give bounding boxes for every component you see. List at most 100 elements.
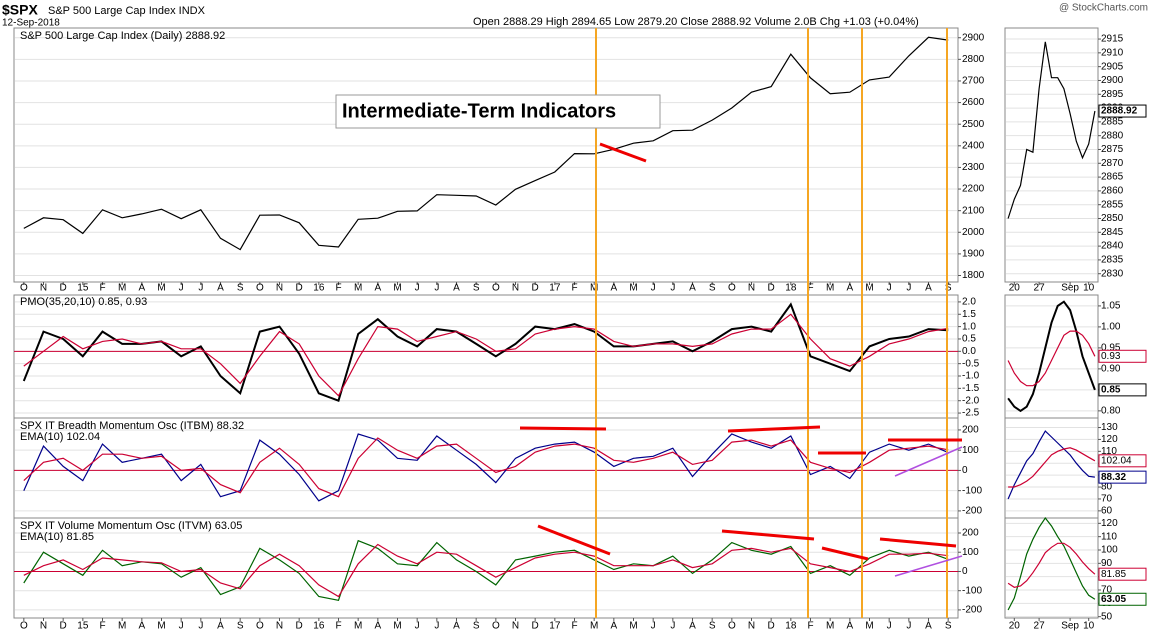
legend-entry: EMA(10) 81.85 [20, 531, 94, 543]
y-tick-label: 2100 [962, 205, 985, 216]
x-tick-label: N [40, 621, 47, 632]
x-tick-label: F [571, 283, 577, 294]
y-tick-label: 2900 [962, 32, 985, 43]
x-tick-label: J [906, 621, 911, 632]
trend-line [519, 426, 607, 431]
y-tick-label: 2400 [962, 140, 985, 151]
x-tick-label: 27 [1034, 621, 1046, 632]
x-tick-label: S [709, 283, 716, 294]
trend-line [537, 524, 611, 556]
x-tick-label: A [689, 283, 696, 294]
y-tick-label: -1.5 [962, 383, 980, 394]
x-tick-label: M [393, 283, 401, 294]
x-tick-label: M [629, 621, 637, 632]
x-tick-label: A [453, 283, 460, 294]
value-label-box [1098, 454, 1147, 468]
x-tick-label: S [945, 621, 952, 632]
y-tick-label: -200 [962, 605, 982, 616]
y-tick-label: -2.0 [962, 395, 980, 406]
x-tick-label: S [237, 621, 244, 632]
y-tick-label: 0.80 [1101, 406, 1121, 417]
x-tick-label: J [415, 621, 420, 632]
y-tick-label: 110 [1101, 531, 1117, 542]
y-tick-label: 2910 [1101, 47, 1124, 58]
trend-line [894, 446, 963, 477]
series-line [1007, 516, 1096, 611]
panel [1004, 417, 1099, 519]
y-tick-label: 120 [1101, 434, 1118, 445]
x-tick-label: O [20, 283, 28, 294]
x-tick-label: O [256, 621, 264, 632]
trend-line [879, 537, 957, 548]
x-tick-label: D [768, 283, 775, 294]
annotation-box [335, 94, 661, 129]
x-tick-label: A [925, 283, 932, 294]
x-tick-label: 18 [785, 621, 797, 632]
x-tick-label: D [296, 283, 303, 294]
panel [1004, 294, 1099, 419]
x-tick-label: S [709, 621, 716, 632]
y-tick-label: -100 [962, 485, 982, 496]
x-tick-label: 17 [549, 283, 561, 294]
value-label: 2888.92 [1101, 106, 1138, 117]
y-tick-label: 100 [962, 445, 979, 456]
x-tick-label: J [198, 621, 203, 632]
x-tick-label: F [99, 621, 105, 632]
x-tick-label: A [453, 621, 460, 632]
x-tick-label: M [157, 621, 165, 632]
legend-entry: SPX IT Breadth Momentum Osc (ITBM) 88.32 [20, 420, 244, 432]
x-tick-label: D [532, 621, 539, 632]
value-label-box [1098, 349, 1147, 363]
x-tick-label: A [374, 283, 381, 294]
panel [13, 27, 959, 283]
y-tick-label: 2875 [1101, 144, 1124, 155]
annotation: Intermediate-Term Indicators [342, 100, 616, 122]
series-line [23, 313, 949, 397]
x-tick-label: J [179, 621, 184, 632]
x-tick-label: S [473, 283, 480, 294]
x-tick-label: 10 [1083, 283, 1095, 294]
y-tick-label: 2600 [962, 97, 985, 108]
x-tick-label: D [768, 621, 775, 632]
symbol: $SPX [2, 2, 38, 18]
x-tick-label: J [434, 621, 439, 632]
series-line [1007, 300, 1096, 413]
x-tick-label: D [60, 283, 67, 294]
y-tick-label: 2900 [1101, 75, 1124, 86]
series-line [23, 36, 949, 251]
legend-entry: S&P 500 Large Cap Index (Daily) 2888.92 [20, 30, 225, 42]
y-tick-label: 2880 [1101, 130, 1124, 141]
y-tick-label: 2895 [1101, 89, 1124, 100]
x-tick-label: J [670, 621, 675, 632]
x-tick-label: J [198, 283, 203, 294]
y-tick-label: 1.0 [962, 321, 976, 332]
x-tick-label: M [826, 621, 834, 632]
x-tick-label: J [179, 283, 184, 294]
series-line [23, 543, 949, 598]
x-tick-label: S [237, 283, 244, 294]
x-tick-label: 10 [1083, 621, 1095, 632]
x-tick-label: S [945, 283, 952, 294]
y-tick-label: 2500 [962, 119, 985, 130]
y-tick-label: 1.05 [1101, 301, 1121, 312]
value-label-box [1098, 470, 1147, 484]
x-tick-label: O [492, 621, 500, 632]
date: 12-Sep-2018 [2, 18, 60, 29]
x-tick-label: J [434, 283, 439, 294]
y-tick-label: 100 [1101, 545, 1118, 556]
x-tick-label: A [138, 621, 145, 632]
x-tick-label: A [217, 283, 224, 294]
y-tick-label: 2905 [1101, 61, 1124, 72]
y-tick-label: 0 [962, 566, 968, 577]
x-tick-label: 20 [1009, 621, 1021, 632]
y-tick-label: 1800 [962, 270, 985, 281]
x-tick-label: O [256, 283, 264, 294]
x-tick-label: 16 [313, 621, 325, 632]
value-label-box [1098, 383, 1147, 397]
x-tick-label: D [532, 283, 539, 294]
value-label-box [1098, 592, 1147, 606]
value-label: 102.04 [1101, 455, 1132, 466]
x-tick-label: F [807, 283, 813, 294]
annotations [519, 28, 963, 618]
x-tick-label: O [20, 621, 28, 632]
